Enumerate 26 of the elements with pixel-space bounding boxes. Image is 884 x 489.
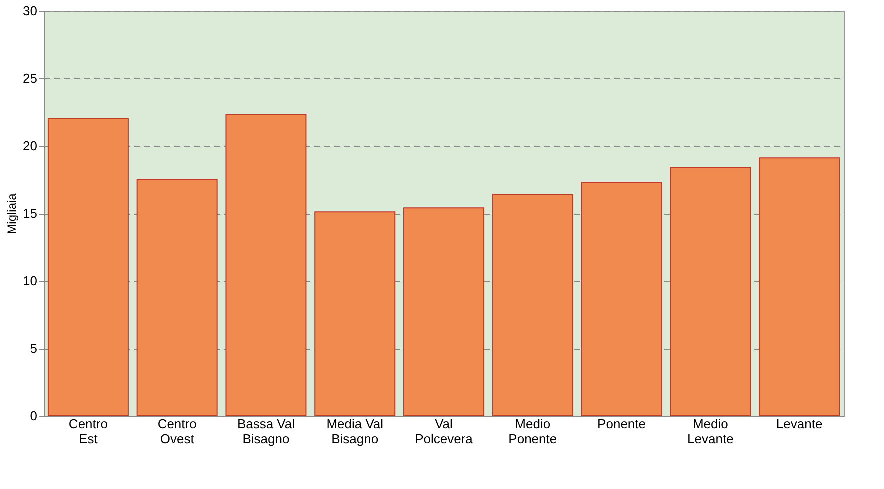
bar — [136, 179, 218, 416]
x-tick-label: Medio Ponente — [508, 416, 558, 446]
bar — [670, 167, 752, 416]
bar — [48, 118, 129, 416]
x-tick-label: Media Val Bisagno — [326, 416, 384, 446]
x-tick-label: Bassa Val Bisagno — [237, 416, 296, 446]
x-tick-label: Levante — [776, 416, 823, 432]
x-tick-label: Medio Levante — [688, 416, 734, 446]
y-tick-label: 20 — [23, 138, 38, 154]
y-tick-label: 5 — [30, 341, 38, 356]
y-tick-label: 10 — [23, 274, 38, 288]
bar — [226, 114, 307, 416]
bar — [492, 194, 574, 416]
x-tick-label: Val Polcevera — [415, 416, 474, 446]
bar — [581, 182, 662, 416]
y-tick-label: 25 — [23, 71, 38, 86]
bar — [404, 208, 484, 416]
x-tick-label: Centro Ovest — [158, 416, 197, 446]
y-tick-label: 15 — [23, 206, 38, 221]
x-tick-label: Ponente — [598, 416, 646, 432]
x-tick-label: Centro Est — [68, 416, 108, 446]
y-tick-label: 30 — [23, 4, 38, 18]
bar — [314, 212, 396, 416]
y-tick-label: 0 — [30, 408, 38, 424]
y-axis-title: Migliaia — [5, 193, 20, 234]
bar — [759, 158, 840, 416]
